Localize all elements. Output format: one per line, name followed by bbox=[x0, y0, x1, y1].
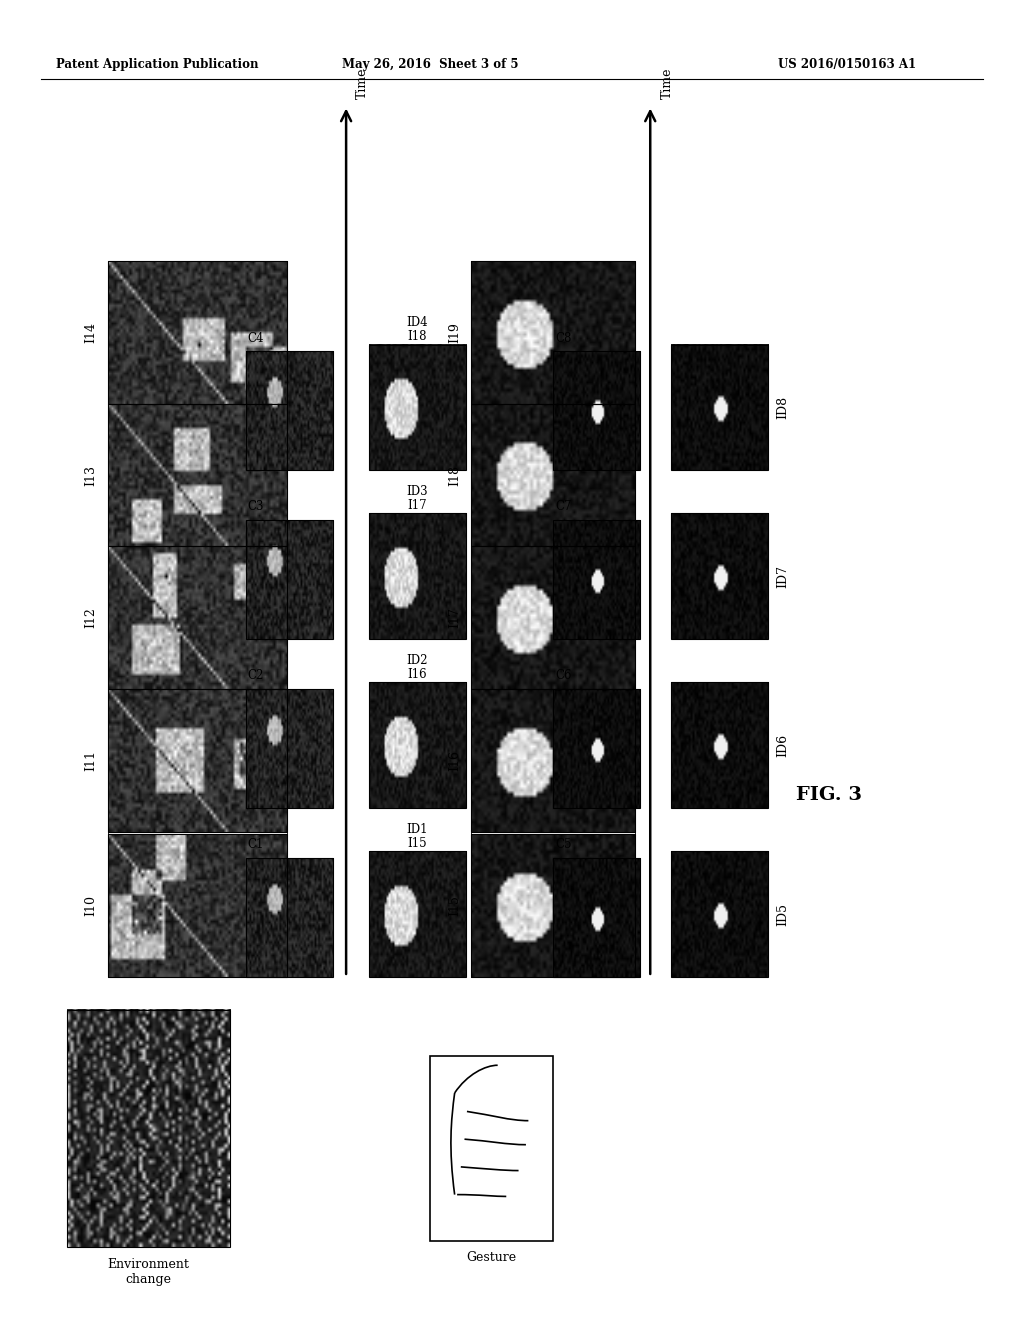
Text: ID3: ID3 bbox=[407, 484, 428, 498]
Bar bbox=[108, 261, 287, 404]
Bar bbox=[671, 851, 768, 977]
Text: ID5: ID5 bbox=[776, 903, 790, 925]
Bar bbox=[369, 682, 466, 808]
Bar bbox=[471, 261, 635, 977]
Bar bbox=[246, 520, 333, 639]
Bar bbox=[369, 851, 466, 977]
Bar bbox=[671, 513, 768, 639]
Text: Environment
change: Environment change bbox=[108, 1258, 189, 1286]
Text: ID7: ID7 bbox=[776, 565, 790, 587]
Bar bbox=[108, 834, 287, 977]
Text: ID2: ID2 bbox=[407, 653, 428, 667]
Bar bbox=[671, 345, 768, 470]
Text: I12: I12 bbox=[84, 607, 97, 628]
Text: Gesture: Gesture bbox=[467, 1251, 516, 1265]
Text: C4: C4 bbox=[248, 331, 264, 345]
Bar bbox=[471, 689, 635, 832]
Text: I15: I15 bbox=[408, 837, 427, 850]
Text: ID6: ID6 bbox=[776, 734, 790, 756]
Bar bbox=[471, 834, 635, 977]
Text: C2: C2 bbox=[248, 669, 264, 682]
Text: I19: I19 bbox=[447, 322, 461, 343]
Bar bbox=[67, 1010, 230, 1247]
Text: C8: C8 bbox=[555, 331, 571, 345]
Text: I18: I18 bbox=[408, 330, 427, 343]
Text: Time: Time bbox=[356, 67, 370, 99]
Bar bbox=[246, 858, 333, 977]
Text: Time: Time bbox=[660, 67, 674, 99]
Bar bbox=[369, 513, 466, 639]
Bar bbox=[553, 858, 640, 977]
Bar bbox=[108, 689, 287, 832]
Text: US 2016/0150163 A1: US 2016/0150163 A1 bbox=[778, 58, 916, 71]
Text: I17: I17 bbox=[447, 607, 461, 628]
Text: Patent Application Publication: Patent Application Publication bbox=[56, 58, 259, 71]
Bar bbox=[430, 1056, 553, 1241]
Bar bbox=[108, 261, 287, 977]
Bar bbox=[671, 682, 768, 808]
Bar bbox=[369, 345, 466, 470]
Text: C5: C5 bbox=[555, 838, 571, 851]
Text: I13: I13 bbox=[84, 465, 97, 486]
Bar bbox=[246, 689, 333, 808]
Text: C7: C7 bbox=[555, 500, 571, 513]
Bar bbox=[471, 404, 635, 546]
Text: ID4: ID4 bbox=[407, 315, 428, 329]
Bar bbox=[108, 404, 287, 546]
Text: ID1: ID1 bbox=[407, 822, 428, 836]
Text: FIG. 3: FIG. 3 bbox=[797, 785, 862, 804]
Text: I11: I11 bbox=[84, 750, 97, 771]
Text: I16: I16 bbox=[408, 668, 427, 681]
Text: C1: C1 bbox=[248, 838, 264, 851]
Bar bbox=[553, 351, 640, 470]
Bar bbox=[553, 689, 640, 808]
Text: I16: I16 bbox=[447, 750, 461, 771]
Text: C3: C3 bbox=[248, 500, 264, 513]
Text: I10: I10 bbox=[84, 895, 97, 916]
Text: I17: I17 bbox=[408, 499, 427, 512]
Bar bbox=[471, 546, 635, 689]
Text: I18: I18 bbox=[447, 465, 461, 486]
Text: C6: C6 bbox=[555, 669, 571, 682]
Bar bbox=[553, 520, 640, 639]
Bar bbox=[246, 351, 333, 470]
Text: ID8: ID8 bbox=[776, 396, 790, 418]
Bar bbox=[471, 261, 635, 404]
Bar bbox=[108, 546, 287, 689]
Text: I15: I15 bbox=[447, 895, 461, 916]
Text: I14: I14 bbox=[84, 322, 97, 343]
Text: May 26, 2016  Sheet 3 of 5: May 26, 2016 Sheet 3 of 5 bbox=[342, 58, 518, 71]
